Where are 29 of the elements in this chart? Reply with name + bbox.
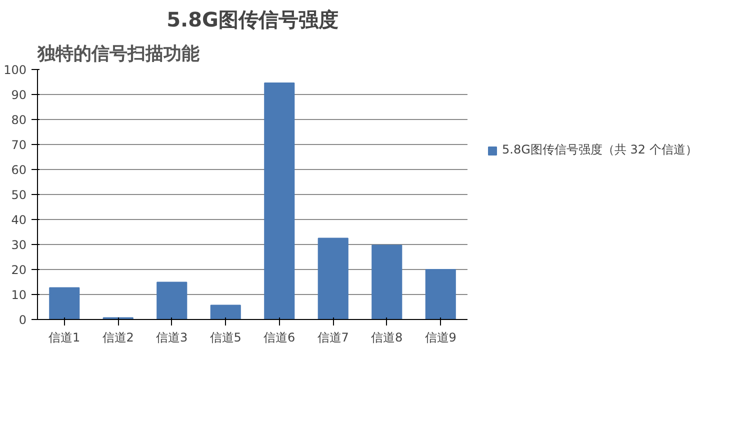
- y-tick-label: 20: [11, 263, 27, 277]
- x-tick-label: 信道5: [210, 330, 242, 344]
- bar: [156, 282, 188, 320]
- bar: [425, 269, 456, 320]
- y-tick-label: 50: [11, 188, 27, 202]
- y-tick-label: 70: [11, 138, 27, 152]
- x-tick-label: 信道1: [48, 330, 80, 344]
- x-tick-label: 信道9: [424, 330, 456, 344]
- y-tick-label: 80: [11, 113, 27, 127]
- y-tick-label: 10: [11, 288, 27, 302]
- x-tick-label: 信道8: [371, 330, 403, 344]
- y-tick-label: 30: [11, 238, 27, 252]
- x-tick-label: 信道7: [317, 330, 349, 344]
- x-tick-label: 信道2: [102, 330, 134, 344]
- y-tick-label: 60: [11, 163, 27, 177]
- bar: [372, 244, 402, 320]
- chart-title: 5.8G图传信号强度: [166, 8, 338, 32]
- text: 独特的信号扫描功能: [36, 44, 200, 64]
- y-tick-label: 100: [4, 63, 26, 77]
- x-tick-label: 信道6: [264, 330, 296, 344]
- bar: [264, 82, 295, 320]
- y-tick-label: 40: [11, 213, 27, 227]
- y-tick-label: 90: [11, 88, 27, 102]
- bar: [49, 287, 80, 320]
- bar: [210, 304, 241, 320]
- y-tick-label: 0: [18, 313, 27, 327]
- bar: [318, 238, 348, 320]
- legend-label: 5.8G图传信号强度（共 32 个信道）: [502, 142, 698, 158]
- x-tick-label: 信道3: [156, 330, 188, 344]
